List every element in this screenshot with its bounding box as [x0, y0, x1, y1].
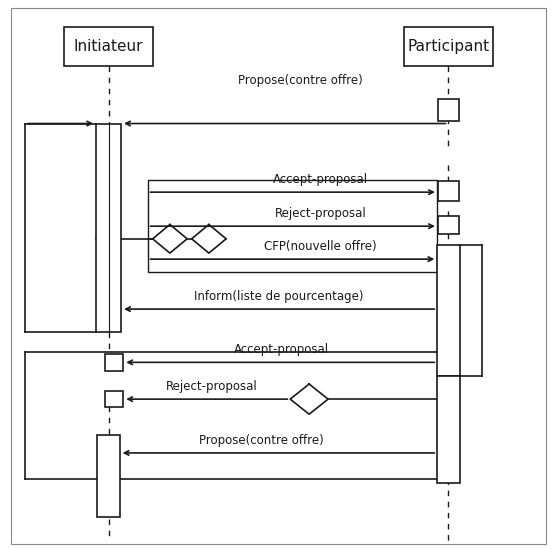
Bar: [404, 27, 493, 66]
Bar: [97, 435, 120, 517]
Bar: [437, 376, 460, 483]
Bar: [105, 391, 124, 407]
Text: Participant: Participant: [407, 39, 490, 54]
Bar: [437, 245, 460, 376]
Text: Reject-proposal: Reject-proposal: [275, 207, 366, 220]
Bar: [438, 181, 459, 200]
Text: Accept-proposal: Accept-proposal: [273, 173, 368, 186]
Text: Reject-proposal: Reject-proposal: [166, 380, 257, 393]
Text: Accept-proposal: Accept-proposal: [234, 343, 329, 356]
Text: Propose(contre offre): Propose(contre offre): [199, 434, 324, 447]
Text: Inform(liste de pourcentage): Inform(liste de pourcentage): [194, 290, 363, 303]
Bar: [105, 354, 124, 371]
Bar: [64, 27, 153, 66]
Text: CFP(nouvelle offre): CFP(nouvelle offre): [264, 240, 377, 253]
Bar: [96, 124, 121, 332]
Polygon shape: [153, 225, 187, 253]
Text: Propose(contre offre): Propose(contre offre): [238, 74, 363, 87]
Bar: [438, 99, 459, 121]
Polygon shape: [192, 225, 226, 253]
Bar: [148, 180, 437, 272]
Text: Initiateur: Initiateur: [74, 39, 143, 54]
Bar: [438, 216, 459, 234]
Polygon shape: [290, 384, 328, 414]
